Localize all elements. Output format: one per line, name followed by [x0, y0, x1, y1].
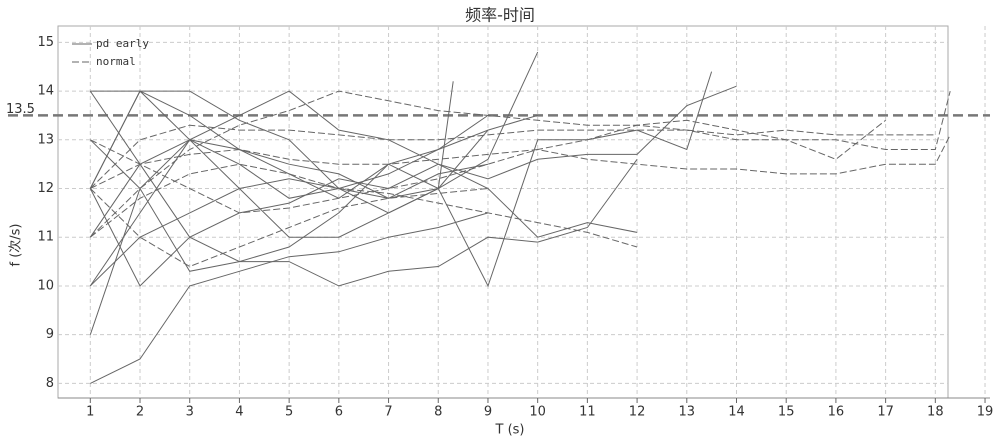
x-tick-label: 9 [484, 405, 492, 420]
x-tick-label: 16 [828, 405, 845, 420]
series-line [89, 114, 538, 272]
series-line [89, 90, 951, 238]
series-line [89, 90, 638, 287]
y-tick-label: 14 [37, 84, 54, 99]
x-tick-label: 5 [285, 405, 293, 420]
series-line [89, 81, 454, 199]
y-tick-label: 15 [37, 35, 54, 50]
x-tick-label: 1 [86, 405, 94, 420]
series-line [89, 85, 737, 287]
x-tick-label: 8 [434, 405, 442, 420]
series-line [89, 129, 489, 287]
x-tick-label: 12 [629, 405, 646, 420]
series-line [90, 134, 951, 189]
x-tick-label: 17 [877, 405, 894, 420]
threshold-label: 13.5 [6, 102, 35, 117]
chart-title: 频率-时间 [465, 6, 535, 25]
x-tick-label: 18 [927, 405, 944, 420]
x-tick-label: 7 [384, 405, 392, 420]
x-tick-label: 14 [728, 405, 745, 420]
y-tick-label: 8 [46, 376, 54, 391]
x-tick-label: 4 [235, 405, 243, 420]
series-line [89, 124, 936, 189]
series-line [89, 163, 638, 248]
series-line [89, 114, 489, 238]
x-axis-label: T (s) [495, 423, 525, 438]
y-axis-label: f (次/s) [8, 223, 24, 266]
y-tick-label: 11 [37, 230, 54, 245]
x-tick-label: 11 [579, 405, 596, 420]
series-line [89, 71, 713, 335]
x-tick-label: 6 [335, 405, 343, 420]
series-line [90, 212, 489, 384]
x-tick-label: 13 [679, 405, 696, 420]
series-line [89, 188, 489, 268]
y-tick-label: 9 [46, 327, 54, 342]
x-tick-label: 15 [778, 405, 795, 420]
legend-text: pd early [96, 37, 149, 50]
legend-text: normal [96, 55, 136, 68]
x-tick-label: 3 [186, 405, 194, 420]
y-tick-label: 13 [37, 132, 54, 147]
x-tick-label: 2 [136, 405, 144, 420]
series-line [89, 90, 638, 287]
y-tick-label: 10 [37, 278, 54, 293]
x-tick-label: 10 [529, 405, 546, 420]
series-line [90, 119, 886, 214]
series-line [90, 51, 539, 214]
y-tick-label: 12 [37, 181, 54, 196]
x-tick-label: 19 [977, 405, 994, 420]
